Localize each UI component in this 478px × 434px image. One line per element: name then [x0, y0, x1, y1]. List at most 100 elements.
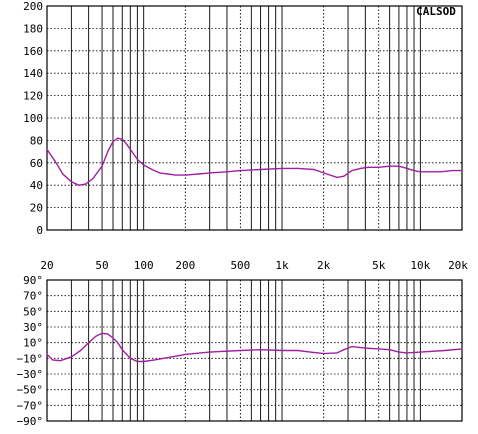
data-point: [297, 167, 299, 169]
data-point: [143, 164, 145, 166]
data-point: [136, 158, 138, 160]
x-tick-label: 20: [40, 259, 53, 272]
data-point: [107, 151, 109, 153]
data-point: [336, 176, 338, 178]
data-point: [451, 170, 453, 172]
data-point: [389, 165, 391, 167]
data-point: [323, 353, 325, 355]
data-point: [313, 168, 315, 171]
data-point: [209, 351, 211, 353]
data-point: [158, 172, 161, 174]
data-point: [117, 137, 119, 139]
y-tick-label: 70°: [23, 290, 43, 303]
data-point: [184, 353, 186, 355]
data-point: [378, 166, 380, 168]
y-tick-label: 60: [30, 157, 43, 170]
data-point: [70, 356, 72, 358]
data-point: [184, 174, 186, 176]
data-point: [88, 342, 90, 344]
data-point: [461, 170, 463, 172]
data-point: [129, 148, 131, 150]
data-point: [440, 171, 442, 173]
y-tick-label: 90°: [23, 274, 43, 287]
data-point: [101, 165, 103, 167]
data-point: [70, 181, 72, 183]
y-tick-label: −90°: [17, 415, 44, 428]
data-point: [46, 353, 48, 355]
data-point: [406, 167, 408, 169]
data-point: [444, 349, 446, 352]
y-tick-label: 80: [30, 134, 43, 147]
data-point: [343, 175, 345, 177]
data-point: [167, 357, 169, 359]
data-point: [92, 177, 94, 180]
data-point: [413, 170, 415, 172]
data-point: [378, 348, 380, 350]
data-point: [46, 148, 48, 150]
data-point: [260, 168, 262, 171]
data-point: [59, 360, 62, 362]
data-point: [175, 174, 177, 176]
data-point: [367, 166, 369, 168]
data-point: [260, 349, 262, 351]
y-tick-label: 140: [23, 67, 43, 80]
y-tick-label: 120: [23, 90, 43, 103]
y-tick-label: 40: [30, 179, 43, 192]
data-point: [62, 173, 64, 175]
data-point: [364, 347, 366, 349]
y-tick-label: 160: [23, 45, 43, 58]
data-point: [209, 172, 211, 174]
y-tick-label: −10°: [17, 352, 44, 365]
data-point: [117, 342, 119, 344]
data-point: [85, 183, 87, 185]
data-point: [54, 161, 57, 163]
x-tick-label: 10k: [410, 259, 430, 272]
data-point: [52, 359, 54, 361]
data-point: [398, 165, 400, 167]
data-point: [125, 143, 127, 145]
x-tick-label: 1k: [275, 259, 289, 272]
data-point: [80, 349, 82, 352]
data-point: [461, 348, 463, 350]
y-tick-label: −50°: [17, 384, 44, 397]
x-tick-label: 500: [230, 259, 250, 272]
y-tick-label: −30°: [17, 368, 44, 381]
data-point: [107, 333, 109, 335]
data-point: [95, 335, 97, 337]
data-point: [239, 349, 241, 352]
x-tick-label: 2k: [317, 259, 331, 272]
data-point: [226, 171, 228, 173]
data-point: [101, 332, 103, 334]
y-tick-label: −70°: [17, 399, 44, 412]
y-tick-label: 50°: [23, 305, 43, 318]
data-point: [129, 357, 131, 359]
data-point: [112, 140, 114, 143]
data-point: [323, 172, 325, 174]
data-point: [389, 349, 391, 351]
x-tick-label: 100: [134, 259, 154, 272]
y-tick-label: 100: [23, 112, 43, 125]
data-point: [398, 351, 400, 353]
calsod-brand-label: CALSOD: [416, 5, 456, 18]
data-point: [297, 349, 299, 352]
response-curve-0: [46, 137, 462, 186]
data-point: [78, 184, 80, 186]
data-point: [419, 171, 421, 173]
data-point: [154, 359, 156, 361]
data-point: [351, 170, 353, 172]
response-curve-1: [46, 332, 463, 363]
x-tick-label: 5k: [372, 259, 386, 272]
data-point: [406, 352, 408, 354]
y-tick-label: 20: [30, 202, 43, 215]
data-point: [419, 351, 421, 353]
x-tick-label: 20k: [448, 259, 468, 272]
data-point: [143, 360, 145, 363]
y-tick-label: 180: [23, 22, 43, 35]
y-tick-label: 10°: [23, 337, 43, 350]
data-point: [239, 170, 241, 172]
data-point: [336, 352, 338, 354]
data-point: [167, 173, 169, 175]
x-tick-label: 50: [95, 259, 108, 272]
